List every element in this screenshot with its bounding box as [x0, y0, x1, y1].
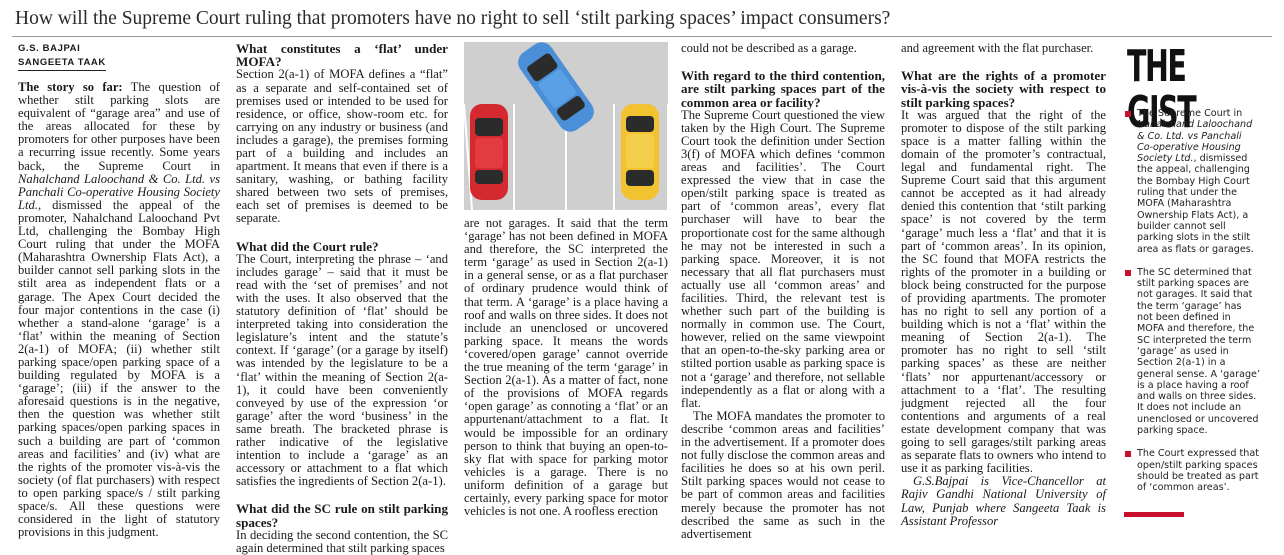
byline: G.S. BAJPAI SANGEETA TAAK [18, 42, 220, 71]
headline: How will the Supreme Court ruling that p… [15, 8, 891, 29]
paragraph-common-area: The Supreme Court questioned the view ta… [681, 107, 885, 410]
paragraph-mofa-mandate: The MOFA mandates the promoter to descri… [681, 408, 885, 541]
gist-footer-bar [1124, 512, 1184, 517]
case-name: Nahalchand Laloochand & Co. Ltd. vs Panc… [18, 171, 220, 212]
yellow-car-icon [621, 104, 659, 200]
bullet-square-icon [1125, 111, 1131, 117]
red-car-icon [470, 104, 508, 200]
gist-item-3: The Court expressed that open/stilt park… [1124, 448, 1260, 493]
gist-item-2: The SC determined that stilt parking spa… [1124, 267, 1260, 436]
column-1: G.S. BAJPAI SANGEETA TAAK The story so f… [18, 42, 220, 539]
heading-court-rule: What did the Court rule? [236, 238, 379, 254]
paragraph-continuation-4: could not be described as a garage. [681, 41, 857, 55]
paragraph-promoter-rights: It was argued that the right of the prom… [901, 107, 1106, 476]
paragraph-continuation-5: and agreement with the flat purchaser. [901, 41, 1094, 55]
lead-label: The story so far: [18, 80, 123, 94]
paragraph-flat-definition: Section 2(a-1) of MOFA defines a “flat” … [236, 67, 448, 226]
gist-box: The Supreme Court in Nahalchand Laloocha… [1124, 108, 1260, 506]
heading-stilt-parking: What did the SC rule on stilt parking sp… [236, 501, 448, 530]
paragraph-court-rule: The Court, interpreting the phrase – ‘an… [236, 251, 448, 489]
parking-illustration-svg [464, 42, 668, 210]
author-bio: G.S.Bajpai is Vice-Chancellor at Rajiv G… [901, 474, 1106, 528]
gist-title: THE GIST [1127, 41, 1197, 138]
story-so-far-paragraph: The story so far: The question of whethe… [18, 80, 220, 540]
gist-item-1: The Supreme Court in Nahalchand Laloocha… [1124, 108, 1260, 255]
bullet-square-icon [1125, 451, 1131, 458]
column-2: What constitutes a ‘flat’ under MOFA? Se… [236, 42, 448, 555]
column-4: could not be described as a garage. With… [681, 41, 885, 541]
column-3: are not garages. It said that the term ‘… [464, 216, 668, 519]
heading-flat-definition: What constitutes a ‘flat’ under MOFA? [236, 41, 448, 70]
heading-promoter-rights: What are the rights of a promoter vis-à-… [901, 68, 1106, 110]
bullet-square-icon [1125, 269, 1131, 276]
author-2: SANGEETA TAAK [18, 56, 106, 71]
headline-divider [12, 36, 1272, 37]
author-1: G.S. BAJPAI [18, 43, 81, 54]
heading-common-area: With regard to the third contention, are… [681, 68, 885, 110]
parking-lot-cars-illustration [464, 42, 668, 210]
blue-car-icon [518, 42, 594, 132]
paragraph-garage-definition: are not garages. It said that the term ‘… [464, 216, 668, 519]
column-5: and agreement with the flat purchaser. W… [901, 41, 1106, 528]
paragraph-stilt-parking: In deciding the second contention, the S… [236, 527, 448, 555]
